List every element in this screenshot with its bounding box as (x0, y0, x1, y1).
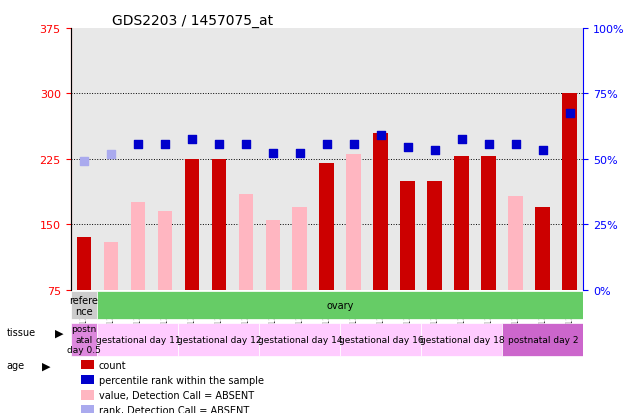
Bar (265, 220, 280, 290)
Point (322, 141, 332, 148)
Bar (81, 405, 94, 413)
Bar (238, 194, 253, 290)
Text: gestational day 12: gestational day 12 (177, 335, 261, 344)
Bar (374, 133, 388, 290)
Bar (238, 225, 253, 290)
Point (160, 141, 170, 148)
Text: ovary: ovary (327, 301, 354, 311)
Point (349, 141, 359, 148)
Text: ▶: ▶ (42, 361, 50, 370)
Text: gestational day 14: gestational day 14 (258, 335, 342, 344)
Bar (454, 157, 469, 290)
Bar (212, 159, 226, 290)
Text: ▶: ▶ (54, 328, 63, 337)
Point (106, 152, 116, 158)
Bar (81, 360, 94, 370)
Point (565, 110, 575, 116)
Point (429, 147, 440, 154)
Text: percentile rank within the sample: percentile rank within the sample (99, 375, 263, 385)
Bar (562, 94, 578, 290)
Text: gestational day 16: gestational day 16 (338, 335, 423, 344)
Point (268, 150, 278, 157)
Text: value, Detection Call = ABSENT: value, Detection Call = ABSENT (99, 390, 254, 400)
Bar (81, 375, 94, 385)
FancyBboxPatch shape (260, 323, 340, 356)
Bar (158, 211, 172, 290)
Point (376, 133, 386, 139)
FancyBboxPatch shape (71, 292, 97, 320)
Point (511, 141, 521, 148)
Point (133, 141, 143, 148)
Text: count: count (99, 360, 126, 370)
Bar (508, 197, 523, 290)
Bar (104, 242, 119, 290)
Point (79, 159, 89, 165)
FancyBboxPatch shape (178, 323, 260, 356)
Point (538, 147, 548, 154)
Point (457, 136, 467, 143)
Bar (319, 164, 335, 290)
Text: refere
nce: refere nce (70, 295, 99, 316)
Bar (401, 181, 415, 290)
Bar (481, 157, 496, 290)
Text: postnatal day 2: postnatal day 2 (508, 335, 578, 344)
Bar (347, 155, 362, 290)
FancyBboxPatch shape (97, 323, 178, 356)
Bar (535, 207, 550, 290)
Bar (76, 238, 92, 290)
Point (295, 150, 305, 157)
Text: GDS2203 / 1457075_at: GDS2203 / 1457075_at (112, 14, 272, 28)
Bar (185, 159, 199, 290)
Point (214, 141, 224, 148)
FancyBboxPatch shape (503, 323, 583, 356)
Point (187, 136, 197, 143)
Bar (131, 203, 146, 290)
Point (484, 141, 494, 148)
Text: age: age (6, 361, 24, 370)
Text: postn
atal
day 0.5: postn atal day 0.5 (67, 325, 101, 354)
Point (403, 145, 413, 152)
Bar (292, 207, 307, 290)
Text: gestational day 11: gestational day 11 (96, 335, 180, 344)
FancyBboxPatch shape (97, 292, 583, 320)
FancyBboxPatch shape (340, 323, 421, 356)
Text: tissue: tissue (6, 328, 35, 337)
Point (241, 141, 251, 148)
Text: rank, Detection Call = ABSENT: rank, Detection Call = ABSENT (99, 405, 249, 413)
FancyBboxPatch shape (421, 323, 503, 356)
Bar (81, 390, 94, 399)
Bar (428, 181, 442, 290)
FancyBboxPatch shape (71, 323, 97, 356)
Text: gestational day 18: gestational day 18 (420, 335, 504, 344)
